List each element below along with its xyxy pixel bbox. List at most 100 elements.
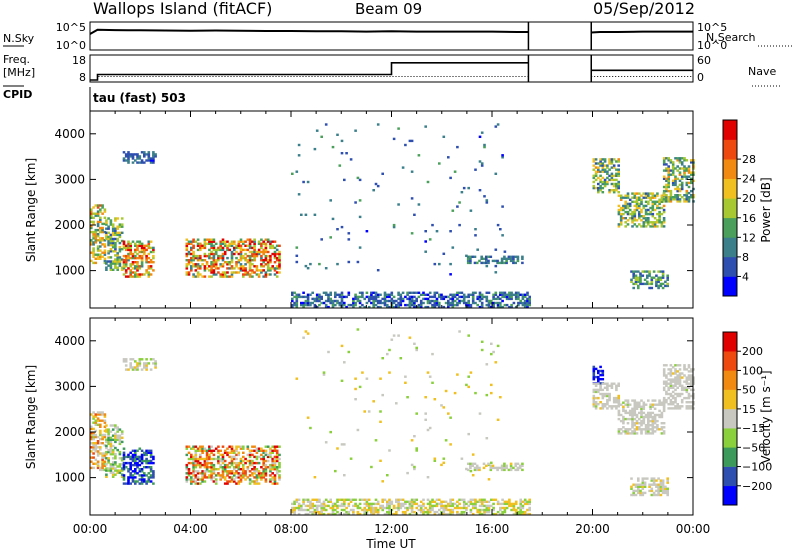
echo-cell <box>101 464 104 467</box>
colorbar-swatch <box>723 428 737 448</box>
echo-cell <box>253 240 256 243</box>
echo-cell <box>674 179 677 182</box>
echo-cell <box>340 152 344 155</box>
echo-cell <box>324 299 328 303</box>
echo-cell <box>659 270 663 273</box>
echo-cell <box>458 506 461 510</box>
echo-cell <box>419 510 423 514</box>
echo-cell <box>147 459 151 463</box>
freq-panel-frame <box>89 54 694 83</box>
freq-series <box>90 55 693 82</box>
echo-cell <box>367 297 371 301</box>
echo-cell <box>386 512 389 516</box>
echo-cell <box>499 502 502 506</box>
echo-cell <box>118 258 122 261</box>
echo-cell <box>622 409 625 413</box>
echo-cell <box>201 259 204 262</box>
echo-cell <box>635 196 639 199</box>
echo-cell <box>90 243 93 246</box>
echo-cell <box>594 390 598 394</box>
echo-cell <box>514 295 518 299</box>
echo-cell <box>201 478 204 481</box>
echo-cell <box>201 474 204 477</box>
echo-cell <box>233 267 236 270</box>
echo-cell <box>302 502 305 506</box>
echo-cell <box>641 493 645 497</box>
echo-cell <box>503 293 507 296</box>
echo-cell <box>230 265 234 268</box>
echo-cell <box>469 462 472 465</box>
echo-cell <box>242 474 245 477</box>
echo-cell <box>374 291 378 294</box>
echo-cell <box>404 295 407 299</box>
echo-cell <box>433 293 437 296</box>
echo-cell <box>485 437 489 440</box>
echo-cell <box>244 256 247 260</box>
echo-cell <box>120 436 124 439</box>
echo-cell <box>192 265 195 268</box>
echo-cell <box>662 432 666 435</box>
echo-cell <box>212 480 216 483</box>
echo-cell <box>295 170 299 173</box>
echo-cell <box>648 485 651 488</box>
echo-cell <box>210 250 213 254</box>
echo-cell <box>592 388 596 392</box>
echo-cell <box>134 468 137 471</box>
echo-cell <box>490 342 493 345</box>
echo-cell <box>248 455 252 459</box>
echo-cell <box>235 461 238 465</box>
echo-cell <box>644 415 648 419</box>
echo-cell <box>512 259 515 263</box>
echo-cell <box>217 445 220 448</box>
echo-cell <box>114 432 117 435</box>
echo-cell <box>237 474 241 477</box>
echo-cell <box>271 246 274 250</box>
echo-cell <box>471 295 475 299</box>
echo-cell <box>116 239 119 243</box>
echo-cell <box>251 269 254 272</box>
echo-cell <box>635 206 639 210</box>
echo-cell <box>356 428 360 432</box>
echo-cell <box>340 508 344 512</box>
echo-cell <box>196 271 200 274</box>
echo-cell <box>361 508 364 512</box>
echo-cell <box>651 223 655 226</box>
echo-cell <box>226 474 229 477</box>
echo-cell <box>401 166 405 169</box>
echo-cell <box>662 219 666 222</box>
echo-cell <box>379 301 382 305</box>
echo-cell <box>667 185 670 189</box>
echo-cell <box>499 305 502 309</box>
echo-cell <box>304 508 308 512</box>
echo-cell <box>253 480 256 483</box>
echo-cell <box>413 465 416 469</box>
echo-cell <box>253 461 256 465</box>
echo-cell <box>327 293 330 296</box>
echo-cell <box>599 160 602 163</box>
echo-cell <box>103 435 107 439</box>
echo-cell <box>275 265 279 268</box>
echo-cell <box>676 364 679 367</box>
echo-cell <box>509 468 513 472</box>
echo-cell <box>451 508 455 512</box>
echo-cell <box>266 238 270 241</box>
echo-cell <box>315 129 319 132</box>
echo-cell <box>460 291 464 294</box>
echo-cell <box>194 254 198 258</box>
echo-cell <box>395 510 398 514</box>
echo-cell <box>657 485 660 488</box>
echo-cell <box>474 391 477 395</box>
echo-cell <box>233 240 236 243</box>
echo-cell <box>644 403 648 406</box>
echo-cell <box>408 504 412 508</box>
echo-cell <box>674 382 677 385</box>
echo-cell <box>278 271 281 274</box>
echo-cell <box>214 259 218 262</box>
echo-cell <box>103 243 107 246</box>
echo-cell <box>465 301 468 305</box>
echo-cell <box>329 291 332 294</box>
echo-cell <box>381 172 384 175</box>
echo-cell <box>617 191 620 194</box>
echo-cell <box>676 394 679 398</box>
echo-cell <box>428 301 432 305</box>
